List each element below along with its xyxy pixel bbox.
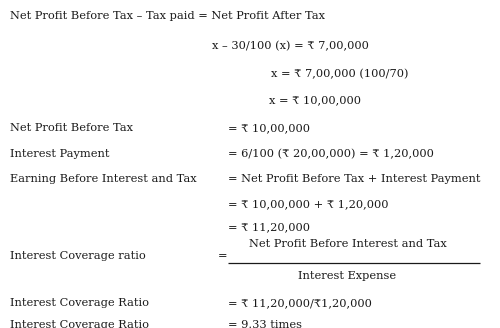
Text: x – 30/100 (x) = ₹ 7,00,000: x – 30/100 (x) = ₹ 7,00,000 <box>212 41 368 51</box>
Text: Interest Coverage ratio: Interest Coverage ratio <box>10 252 146 261</box>
Text: Interest Coverage Ratio: Interest Coverage Ratio <box>10 320 149 328</box>
Text: = ₹ 11,20,000: = ₹ 11,20,000 <box>228 222 310 232</box>
Text: Interest Coverage Ratio: Interest Coverage Ratio <box>10 298 149 308</box>
Text: = ₹ 10,00,000: = ₹ 10,00,000 <box>228 123 310 133</box>
Text: Earning Before Interest and Tax: Earning Before Interest and Tax <box>10 174 196 184</box>
Text: Net Profit Before Tax – Tax paid = Net Profit After Tax: Net Profit Before Tax – Tax paid = Net P… <box>10 11 325 21</box>
Text: = ₹ 10,00,000 + ₹ 1,20,000: = ₹ 10,00,000 + ₹ 1,20,000 <box>228 199 388 209</box>
Text: = 9.33 times: = 9.33 times <box>228 320 302 328</box>
Text: =: = <box>218 252 227 261</box>
Text: Net Profit Before Tax: Net Profit Before Tax <box>10 123 133 133</box>
Text: = Net Profit Before Tax + Interest Payment: = Net Profit Before Tax + Interest Payme… <box>228 174 480 184</box>
Text: = 6/100 (₹ 20,00,000) = ₹ 1,20,000: = 6/100 (₹ 20,00,000) = ₹ 1,20,000 <box>228 149 434 160</box>
Text: x = ₹ 10,00,000: x = ₹ 10,00,000 <box>269 95 361 105</box>
Text: Interest Payment: Interest Payment <box>10 149 110 159</box>
Text: = ₹ 11,20,000/₹1,20,000: = ₹ 11,20,000/₹1,20,000 <box>228 298 372 308</box>
Text: Net Profit Before Interest and Tax: Net Profit Before Interest and Tax <box>248 239 446 249</box>
Text: Interest Expense: Interest Expense <box>298 271 396 280</box>
Text: x = ₹ 7,00,000 (100/70): x = ₹ 7,00,000 (100/70) <box>271 69 409 79</box>
